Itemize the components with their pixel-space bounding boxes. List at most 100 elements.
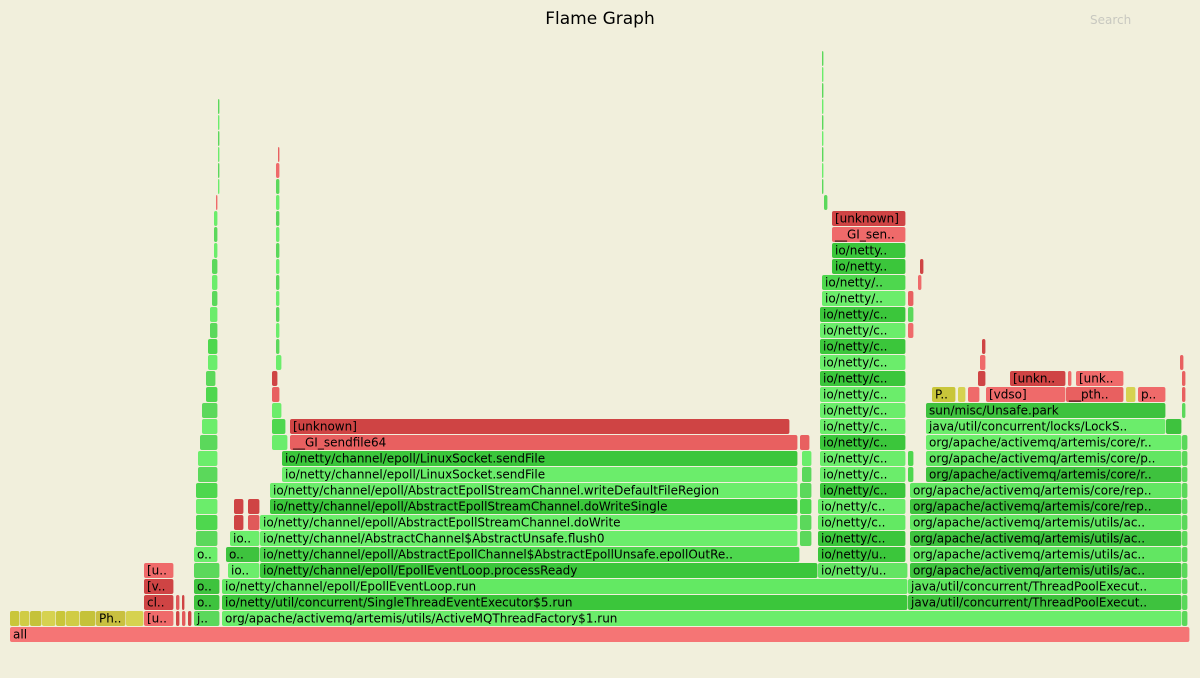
frame-bar[interactable] (818, 499, 906, 514)
frame-bar[interactable] (1182, 563, 1188, 578)
frame-bar[interactable] (908, 467, 914, 482)
frame-165[interactable] (218, 163, 220, 178)
frame-17[interactable]: cl.. (144, 595, 174, 610)
frame-155[interactable] (276, 227, 280, 242)
frame-bar[interactable] (20, 611, 30, 626)
frame-44[interactable]: io/netty/channel/AbstractChannel$Abstrac… (260, 531, 798, 546)
frame-86[interactable] (272, 435, 288, 450)
frame-bar[interactable] (1138, 387, 1166, 402)
frame-108[interactable] (968, 387, 980, 402)
frame-37[interactable]: o.. (226, 547, 260, 562)
frame-bar[interactable] (194, 563, 220, 578)
frame-bar[interactable] (234, 515, 244, 530)
frame-60[interactable]: io/netty/channel/epoll/AbstractEpollStre… (270, 499, 798, 514)
frame-bar[interactable] (276, 291, 280, 306)
frame-110[interactable]: __pth.. (1066, 387, 1124, 402)
frame-bar[interactable] (222, 595, 908, 610)
frame-141[interactable]: io/netty/.. (822, 291, 906, 306)
frame-bar[interactable] (822, 147, 824, 162)
frame-bar[interactable] (272, 403, 282, 418)
frame-bar[interactable] (260, 563, 818, 578)
frame-120[interactable]: [unk.. (1076, 371, 1124, 386)
frame-96[interactable]: java/util/concurrent/locks/LockS.. (926, 419, 1166, 434)
frame-159[interactable]: [unknown] (832, 211, 906, 226)
frame-46[interactable]: io/netty/c.. (818, 531, 906, 546)
frame-bar[interactable] (802, 451, 812, 466)
frame-103[interactable] (206, 387, 218, 402)
frame-bar[interactable] (820, 435, 906, 450)
frame-bar[interactable] (968, 387, 980, 402)
frame-101[interactable]: sun/misc/Unsafe.park (926, 403, 1166, 418)
frame-bar[interactable] (832, 211, 906, 226)
frame-bar[interactable] (206, 387, 218, 402)
frame-bar[interactable] (248, 499, 260, 514)
frame-bar[interactable] (182, 595, 185, 610)
frame-140[interactable] (276, 291, 280, 306)
frame-123[interactable] (276, 355, 282, 370)
frame-bar[interactable] (210, 307, 218, 322)
frame-bar[interactable] (214, 243, 218, 258)
frame-bar[interactable] (1076, 371, 1124, 386)
frame-160[interactable] (216, 195, 218, 210)
frame-34[interactable]: org/apache/activemq/artemis/utils/ac.. (910, 563, 1182, 578)
frame-bar[interactable] (272, 371, 278, 386)
frame-77[interactable] (1182, 467, 1188, 482)
frame-83[interactable]: org/apache/activemq/artemis/core/p.. (926, 451, 1182, 466)
frame-74[interactable]: io/netty/c.. (820, 467, 906, 482)
frame-79[interactable]: io/netty/channel/epoll/LinuxSocket.sendF… (282, 451, 798, 466)
frame-153[interactable]: io/netty.. (832, 243, 906, 258)
frame-30[interactable] (194, 563, 220, 578)
frame-40[interactable]: org/apache/activemq/artemis/utils/ac.. (910, 547, 1182, 562)
frame-81[interactable]: io/netty/c.. (820, 451, 906, 466)
frame-170[interactable] (218, 115, 220, 130)
frame-6[interactable] (66, 611, 80, 626)
frame-bar[interactable] (980, 355, 986, 370)
frame-bar[interactable] (10, 627, 1190, 642)
frame-144[interactable] (276, 275, 280, 290)
frame-130[interactable] (982, 339, 986, 354)
frame-bar[interactable] (822, 163, 824, 178)
frame-63[interactable]: org/apache/activemq/artemis/core/rep.. (910, 499, 1182, 514)
frame-bar[interactable] (260, 515, 798, 530)
frame-149[interactable]: io/netty.. (832, 259, 906, 274)
frame-102[interactable] (1182, 403, 1186, 418)
frame-8[interactable]: Ph.. (96, 611, 126, 626)
frame-122[interactable] (208, 355, 218, 370)
frame-35[interactable] (1182, 563, 1188, 578)
frame-164[interactable] (276, 179, 280, 194)
frame-bar[interactable] (958, 387, 966, 402)
frame-bar[interactable] (198, 467, 218, 482)
frame-150[interactable] (920, 259, 924, 274)
frame-bar[interactable] (908, 291, 914, 306)
frame-55[interactable]: org/apache/activemq/artemis/utils/ac.. (910, 515, 1182, 530)
frame-bar[interactable] (216, 195, 218, 210)
frame-bar[interactable] (926, 451, 1182, 466)
frame-54[interactable]: io/netty/c.. (818, 515, 906, 530)
frame-5[interactable] (56, 611, 66, 626)
frame-115[interactable] (272, 371, 278, 386)
frame-bar[interactable] (218, 147, 220, 162)
frame-168[interactable] (278, 147, 280, 162)
frame-bar[interactable] (80, 611, 96, 626)
frame-32[interactable]: io/netty/channel/epoll/EpollEventLoop.pr… (260, 563, 818, 578)
frame-bar[interactable] (802, 467, 812, 482)
frame-bar[interactable] (202, 419, 218, 434)
frame-0[interactable]: all (10, 627, 1190, 642)
frame-94[interactable]: [unknown] (290, 419, 790, 434)
frame-bar[interactable] (218, 115, 220, 130)
frame-bar[interactable] (212, 291, 218, 306)
frame-114[interactable] (206, 371, 216, 386)
frame-133[interactable]: io/netty/c.. (820, 323, 906, 338)
frame-49[interactable] (196, 515, 218, 530)
frame-bar[interactable] (818, 515, 906, 530)
frame-bar[interactable] (1010, 371, 1066, 386)
frame-113[interactable] (1182, 387, 1186, 402)
frame-bar[interactable] (1182, 403, 1186, 418)
frame-88[interactable] (800, 435, 810, 450)
frame-104[interactable] (272, 387, 280, 402)
frame-85[interactable] (200, 435, 218, 450)
frame-bar[interactable] (1066, 387, 1124, 402)
frame-1[interactable] (10, 611, 20, 626)
frame-109[interactable]: [vdso] (986, 387, 1066, 402)
frame-bar[interactable] (910, 531, 1182, 546)
